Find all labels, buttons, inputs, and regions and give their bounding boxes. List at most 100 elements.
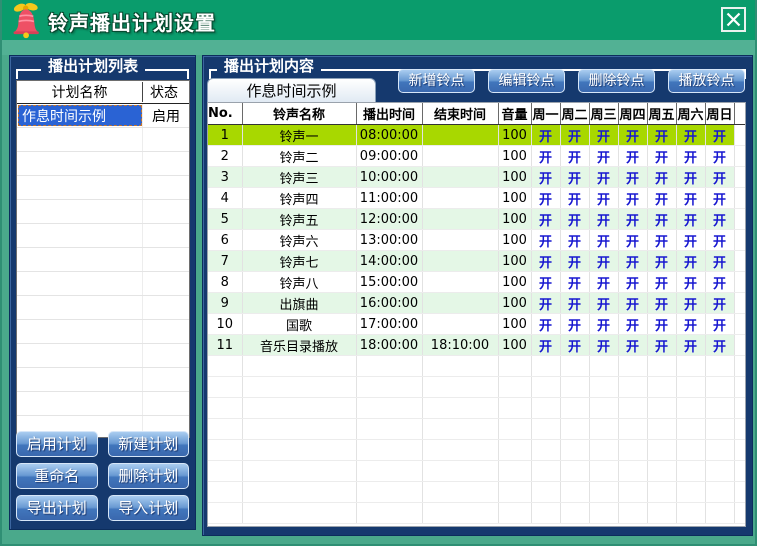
empty-cell [560, 418, 590, 440]
plan-name-cell [17, 176, 143, 199]
empty-cell [242, 418, 357, 440]
schedule-row[interactable]: 3 铃声三 10:00:00 100 开开开开开开开 [208, 166, 745, 188]
delete-plan-button[interactable]: 删除计划 [107, 463, 189, 489]
delete-ring-button[interactable]: 删除铃点 [578, 69, 655, 93]
cell-day-6: 开 [705, 334, 735, 356]
schedule-row[interactable]: 8 铃声八 15:00:00 100 开开开开开开开 [208, 271, 745, 293]
cell-name: 铃声一 [242, 124, 357, 146]
cell-day-3: 开 [618, 166, 648, 188]
empty-cell [676, 439, 706, 461]
cell-volume: 100 [498, 250, 532, 272]
plan-list-body: 作息时间示例 启用 [17, 104, 189, 437]
empty-cell [356, 355, 423, 377]
plan-empty-row [17, 248, 189, 272]
plan-list-panel: 播出计划列表 计划名称 状态 作息时间示例 启用 启用计划 新建计划 重命名 删除计划 导出… [9, 55, 196, 530]
plan-row[interactable]: 作息时间示例 启用 [17, 104, 189, 128]
add-ring-button[interactable]: 新增铃点 [398, 69, 475, 93]
play-ring-button[interactable]: 播放铃点 [668, 69, 745, 93]
empty-cell [676, 355, 706, 377]
empty-cell [208, 376, 243, 398]
empty-cell [531, 418, 561, 440]
cell-filler [734, 124, 745, 146]
plan-list-title: 播出计划列表 [48, 57, 139, 75]
cell-end [422, 208, 499, 230]
plan-empty-row [17, 320, 189, 344]
schedule-col-9: 周五 [647, 103, 677, 125]
empty-cell [498, 439, 532, 461]
schedule-row[interactable]: 1 铃声一 08:00:00 100 开开开开开开开 [208, 124, 745, 146]
plan-name-cell [17, 152, 143, 175]
cell-day-2: 开 [589, 229, 619, 251]
export-plan-button[interactable]: 导出计划 [16, 495, 98, 521]
empty-cell [422, 376, 499, 398]
cell-day-2: 开 [589, 187, 619, 209]
cell-day-6: 开 [705, 208, 735, 230]
empty-cell [208, 439, 243, 461]
schedule-row[interactable]: 9 出旗曲 16:00:00 100 开开开开开开开 [208, 292, 745, 314]
rename-button[interactable]: 重命名 [16, 463, 98, 489]
schedule-row[interactable]: 4 铃声四 11:00:00 100 开开开开开开开 [208, 187, 745, 209]
schedule-col-8: 周四 [618, 103, 648, 125]
plan-name-cell [17, 224, 143, 247]
close-button[interactable] [721, 7, 746, 32]
enable-plan-button[interactable]: 启用计划 [16, 431, 98, 457]
cell-day-6: 开 [705, 187, 735, 209]
empty-cell [208, 481, 243, 503]
schedule-row[interactable]: 7 铃声七 14:00:00 100 开开开开开开开 [208, 250, 745, 272]
cell-day-5: 开 [676, 124, 706, 146]
schedule-row[interactable]: 11 音乐目录播放 18:00:00 18:10:00 100 开开开开开开开 [208, 334, 745, 356]
plan-empty-row [17, 152, 189, 176]
cell-day-0: 开 [531, 145, 561, 167]
edit-ring-button[interactable]: 编辑铃点 [488, 69, 565, 93]
cell-start: 15:00:00 [356, 271, 423, 293]
empty-cell [422, 439, 499, 461]
cell-day-3: 开 [618, 271, 648, 293]
empty-cell [422, 460, 499, 482]
schedule-col-5: 周一 [531, 103, 561, 125]
schedule-row[interactable]: 10 国歌 17:00:00 100 开开开开开开开 [208, 313, 745, 335]
schedule-row[interactable]: 2 铃声二 09:00:00 100 开开开开开开开 [208, 145, 745, 167]
schedule-col-2: 播出时间 [356, 103, 423, 125]
empty-cell [647, 460, 677, 482]
plan-empty-row [17, 392, 189, 416]
empty-cell [647, 397, 677, 419]
empty-cell [208, 355, 243, 377]
schedule-row[interactable]: 5 铃声五 12:00:00 100 开开开开开开开 [208, 208, 745, 230]
schedule-col-7: 周三 [589, 103, 619, 125]
cell-start: 17:00:00 [356, 313, 423, 335]
plan-name-cell [17, 416, 143, 437]
empty-cell [647, 439, 677, 461]
cell-day-4: 开 [647, 166, 677, 188]
empty-cell [208, 502, 243, 524]
empty-cell [560, 397, 590, 419]
cell-day-2: 开 [589, 250, 619, 272]
cell-start: 16:00:00 [356, 292, 423, 314]
cell-filler [734, 166, 745, 188]
cell-no: 6 [208, 229, 243, 251]
empty-cell [356, 502, 423, 524]
schedule-empty-row [208, 355, 745, 377]
cell-start: 09:00:00 [356, 145, 423, 167]
cell-no: 11 [208, 334, 243, 356]
cell-day-3: 开 [618, 208, 648, 230]
tab-current-plan[interactable]: 作息时间示例 [207, 78, 376, 103]
cell-day-0: 开 [531, 271, 561, 293]
cell-day-5: 开 [676, 334, 706, 356]
plan-name-cell [17, 392, 143, 415]
cell-day-1: 开 [560, 313, 590, 335]
empty-cell [589, 376, 619, 398]
empty-cell [560, 481, 590, 503]
cell-day-1: 开 [560, 208, 590, 230]
plan-name-cell: 作息时间示例 [17, 104, 143, 127]
import-plan-button[interactable]: 导入计划 [107, 495, 189, 521]
cell-day-0: 开 [531, 292, 561, 314]
schedule-row[interactable]: 6 铃声六 13:00:00 100 开开开开开开开 [208, 229, 745, 251]
new-plan-button[interactable]: 新建计划 [107, 431, 189, 457]
cell-day-5: 开 [676, 145, 706, 167]
empty-cell [618, 397, 648, 419]
empty-cell [560, 355, 590, 377]
cell-name: 铃声七 [242, 250, 357, 272]
cell-day-0: 开 [531, 166, 561, 188]
empty-cell [705, 502, 735, 524]
cell-day-1: 开 [560, 271, 590, 293]
